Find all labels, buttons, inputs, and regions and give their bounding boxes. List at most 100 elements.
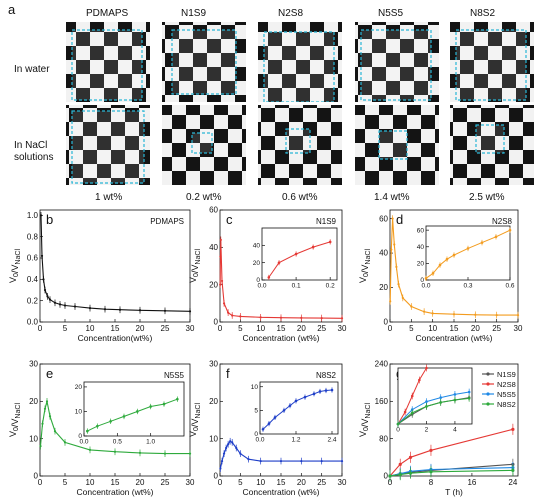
panel-label-f: f — [226, 366, 230, 381]
concentration-label-n5s5: 1.4 wt% — [374, 192, 410, 203]
chart-d-x-tick-label: 0 — [388, 324, 393, 333]
data-point — [63, 304, 67, 307]
data-point — [235, 446, 238, 450]
chart-b-y-tick-label: 0.8 — [27, 232, 39, 241]
data-point — [118, 308, 122, 311]
data-point — [429, 470, 433, 474]
data-point — [398, 462, 402, 466]
inset-f-y-tick-label: 10 — [251, 384, 259, 391]
chart-c-y-tick-label: 0 — [214, 318, 219, 327]
concentration-label-pdmaps: 1 wt% — [95, 192, 123, 203]
y-axis-label: V0/VNaCl — [8, 249, 22, 283]
data-point — [219, 238, 222, 241]
chart-f-y-tick-label: 10 — [209, 434, 218, 443]
inset-data-point — [396, 422, 400, 426]
inset-data-point — [467, 390, 471, 394]
data-point — [113, 450, 117, 453]
sample-photo — [162, 22, 246, 102]
panel-label-c: c — [226, 212, 233, 227]
inset-c-x-tick-label: 0.0 — [257, 283, 266, 290]
chart-title-d: N2S8 — [492, 217, 513, 226]
gel-outline — [191, 132, 213, 154]
inset-d-y-tick-label: 40 — [417, 244, 425, 251]
data-point — [231, 314, 234, 317]
inset-background — [84, 382, 184, 436]
panel-label-a: a — [8, 2, 16, 17]
inset-f-x-tick-label: 0.0 — [255, 437, 264, 444]
data-point — [188, 310, 192, 313]
inset-c-frame — [261, 227, 338, 281]
inset-data-point — [267, 276, 271, 279]
inset-data-point — [267, 422, 271, 425]
column-label-n8s2: N8S2 — [470, 8, 496, 19]
sample-photo — [450, 22, 534, 102]
data-point — [393, 243, 396, 246]
sample-photo — [66, 105, 150, 185]
inset-data-point — [277, 261, 281, 264]
inset-data-point — [452, 253, 456, 257]
data-point — [219, 467, 222, 470]
inset-series-line — [397, 391, 470, 425]
inset-c-y-tick-label: 0 — [256, 277, 260, 284]
legend-entry: N8S2 — [497, 400, 516, 409]
data-point — [231, 441, 234, 444]
y-axis-label: V0/VNaCl — [188, 403, 202, 437]
chart-f-x-tick-label: 0 — [218, 478, 223, 487]
concentration-label-n1s9: 0.2 wt% — [186, 192, 222, 203]
chart-c-x-tick-label: 5 — [238, 324, 243, 333]
inset-data-point — [508, 228, 512, 232]
data-point — [58, 303, 62, 306]
column-label-n2s8: N2S8 — [278, 8, 304, 19]
gel-outline — [285, 128, 311, 154]
inset-data-point — [425, 400, 428, 403]
inset-data-point — [288, 404, 292, 407]
inset-data-point — [453, 398, 457, 402]
data-point — [220, 459, 224, 463]
data-point — [225, 446, 228, 450]
chart-c-x-tick-label: 15 — [277, 324, 286, 333]
inset-d-x-tick-label: 0.3 — [463, 283, 472, 290]
data-point — [39, 214, 43, 217]
inset-c-x-tick-label: 0.1 — [292, 283, 301, 290]
inset-e-y-tick-label: 0 — [78, 433, 82, 440]
inset-data-point — [176, 397, 179, 401]
inset-data-point — [162, 402, 166, 406]
chart-f-y-tick-label: 30 — [209, 360, 218, 369]
inset-data-point — [453, 393, 457, 396]
data-point — [410, 305, 413, 308]
x-axis-label: Concentration (wt%) — [76, 487, 153, 497]
chart-c-x-tick-label: 30 — [338, 324, 347, 333]
concentration-label-n8s2: 2.5 wt% — [469, 192, 505, 203]
data-point — [40, 254, 44, 257]
data-point — [46, 295, 49, 298]
inset-data-point — [410, 394, 414, 398]
inset-e-x-tick-label: 1.0 — [146, 439, 155, 446]
inset-data-point — [330, 388, 334, 392]
inset-data-point — [86, 429, 89, 433]
gel-outline — [71, 110, 145, 184]
inset-data-point — [324, 389, 328, 392]
chart-b-x-tick-label: 0 — [38, 324, 43, 333]
inset-series-line — [397, 397, 470, 425]
inset-data-point — [294, 252, 298, 256]
chart-d-y-tick-label: 20 — [379, 283, 388, 292]
chart-b-y-tick-label: 0.2 — [27, 296, 39, 305]
x-axis-label: Concentration(wt%) — [78, 333, 153, 343]
chart-e-x-tick-label: 15 — [111, 478, 120, 487]
inset-f-x-tick-label: 1.2 — [291, 437, 300, 444]
data-point — [408, 471, 413, 475]
data-point — [48, 415, 52, 418]
data-point — [43, 407, 47, 410]
data-point — [516, 314, 520, 317]
inset-e-y-tick-label: 20 — [75, 384, 83, 391]
data-point — [511, 468, 515, 472]
chart-b-x-tick-label: 25 — [161, 324, 170, 333]
gel-outline — [378, 130, 408, 160]
inset-e-frame — [83, 381, 185, 437]
chart-e-x-tick-label: 10 — [86, 478, 95, 487]
chart-c-y-tick-label: 60 — [209, 206, 218, 215]
data-point — [39, 445, 42, 448]
y-axis-label: V0/VNaCl — [188, 249, 202, 283]
data-point — [391, 217, 394, 220]
inset-f-frame — [259, 381, 339, 435]
